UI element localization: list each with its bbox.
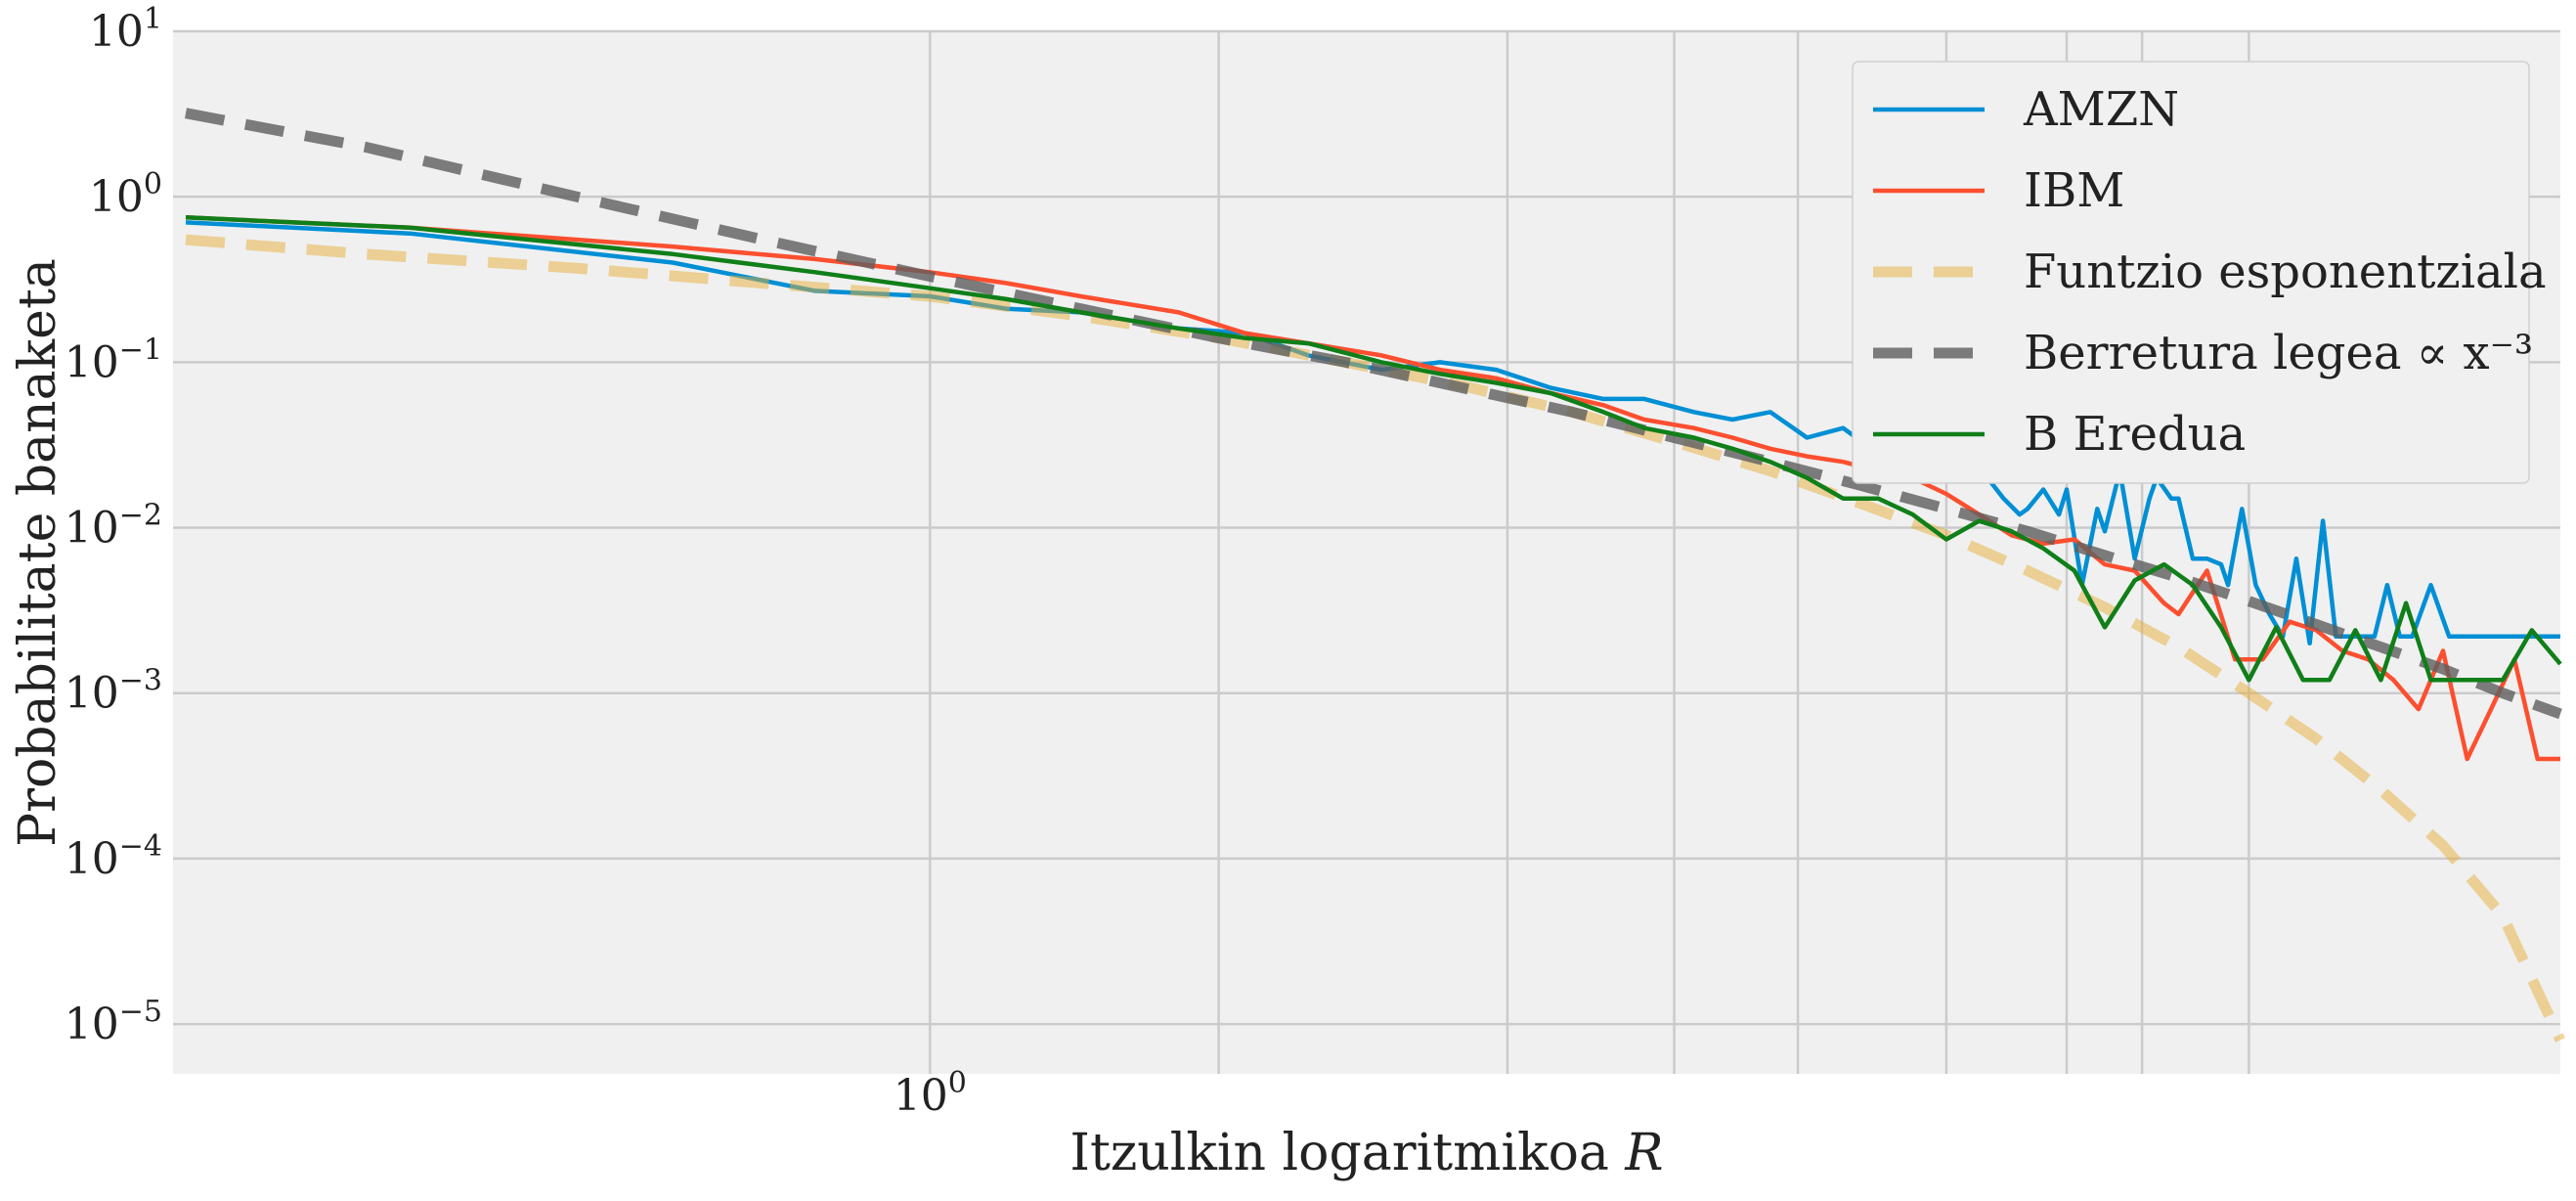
- series-layer: [184, 108, 2565, 1043]
- legend-label-4: B Eredua: [2024, 407, 2246, 462]
- legend-box: [1852, 61, 2530, 484]
- legend-label-2: Funtzio esponentziala: [2024, 245, 2547, 299]
- x-axis-label: Itzulkin logaritmikoa R: [1070, 1124, 1663, 1182]
- x-tick-label: 100: [894, 1066, 967, 1121]
- y-axis-label: Probabilitate banaketa: [9, 258, 67, 847]
- series-line-2: [185, 234, 2565, 1043]
- series-line-3: [184, 108, 2562, 720]
- y-tick-label: 10−2: [65, 499, 162, 554]
- legend-label-0: AMZN: [2023, 82, 2179, 137]
- y-tick-label: 10−5: [65, 995, 162, 1049]
- y-tick-label: 10−1: [65, 333, 162, 387]
- legend-items: AMZN IBM Funtzio esponentziala Berretura le…: [1873, 82, 2547, 462]
- y-tick-label: 10−4: [65, 829, 162, 884]
- y-tick-label: 100: [89, 167, 162, 222]
- series-line-1: [185, 215, 2560, 762]
- legend-label-3: Berretura legea ∝ x⁻³: [2024, 326, 2533, 380]
- y-tick-label: 101: [89, 2, 162, 57]
- legend-label-1: IBM: [2024, 163, 2124, 218]
- y-tick-label: 10−3: [65, 664, 162, 719]
- ticks: 101 100 10−1 10−2 10−3 10−4 10−5 100: [65, 2, 967, 1121]
- series-line-4: [185, 215, 2562, 683]
- legend: AMZN IBM Funtzio esponentziala Berretura le…: [1852, 61, 2547, 484]
